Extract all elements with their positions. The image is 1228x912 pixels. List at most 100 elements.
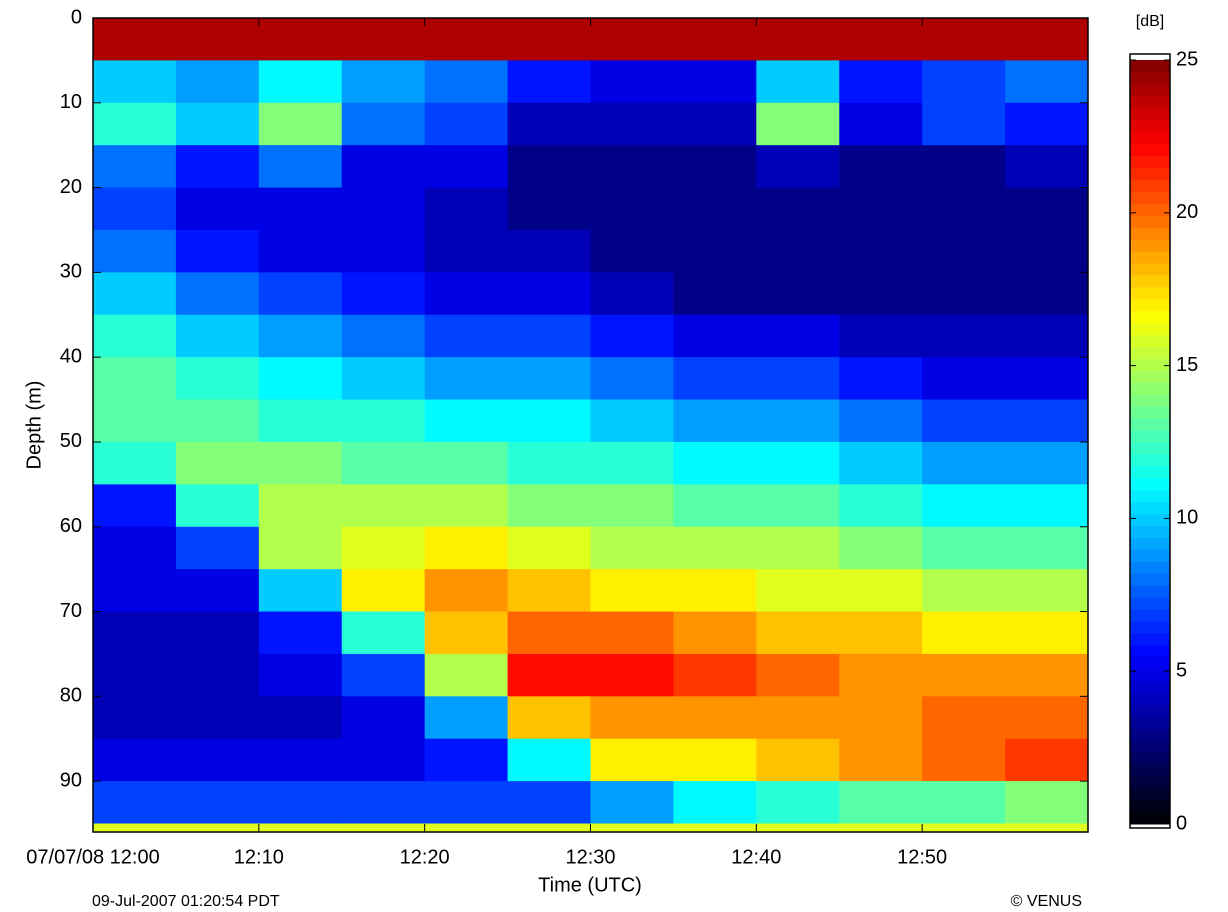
heatmap-cell bbox=[259, 442, 342, 485]
chart: Depth (m) Time (UTC) [dB] 09-Jul-2007 01… bbox=[0, 0, 1228, 912]
heatmap-cell bbox=[425, 654, 508, 697]
heatmap-cell bbox=[508, 60, 591, 103]
heatmap-cell bbox=[425, 739, 508, 782]
heatmap-cell bbox=[176, 18, 259, 61]
heatmap-cell bbox=[93, 442, 176, 485]
colorbar-swatch bbox=[1130, 335, 1170, 347]
colorbar-swatch bbox=[1130, 812, 1170, 824]
heatmap-cell bbox=[93, 315, 176, 358]
colorbar-swatch bbox=[1130, 609, 1170, 621]
heatmap-cell bbox=[756, 442, 839, 485]
heatmap-cell bbox=[425, 315, 508, 358]
heatmap-cell bbox=[508, 824, 591, 833]
colorbar-swatch bbox=[1130, 538, 1170, 550]
heatmap-cell bbox=[673, 612, 756, 655]
heatmap-cell bbox=[1005, 527, 1088, 570]
heatmap-cell bbox=[176, 781, 259, 824]
heatmap-cell bbox=[259, 272, 342, 315]
heatmap-cell bbox=[673, 272, 756, 315]
heatmap-cell bbox=[176, 824, 259, 833]
x-tick-label: 12:20 bbox=[400, 846, 450, 868]
heatmap-cell bbox=[839, 357, 922, 400]
heatmap-cell bbox=[259, 739, 342, 782]
colorbar bbox=[1130, 54, 1170, 825]
heatmap-cell bbox=[508, 484, 591, 527]
colorbar-swatch bbox=[1130, 60, 1170, 72]
heatmap-cell bbox=[591, 442, 674, 485]
colorbar-tick-label: 5 bbox=[1176, 659, 1187, 681]
colorbar-swatch bbox=[1130, 132, 1170, 144]
y-tick-label: 70 bbox=[60, 600, 82, 622]
colorbar-swatch bbox=[1130, 287, 1170, 299]
heatmap-cell bbox=[1005, 188, 1088, 231]
heatmap-cell bbox=[425, 569, 508, 612]
colorbar-swatch bbox=[1130, 490, 1170, 502]
heatmap-cell bbox=[922, 18, 1005, 61]
heatmap-cell bbox=[756, 188, 839, 231]
heatmap-cell bbox=[922, 781, 1005, 824]
heatmap-cell bbox=[176, 739, 259, 782]
heatmap-cell bbox=[756, 654, 839, 697]
heatmap-cell bbox=[342, 188, 425, 231]
heatmap-cell bbox=[93, 484, 176, 527]
heatmap-cell bbox=[839, 145, 922, 188]
heatmap-cell bbox=[259, 60, 342, 103]
y-tick-label: 0 bbox=[71, 6, 82, 28]
colorbar-cap bbox=[1130, 54, 1170, 60]
heatmap-cell bbox=[1005, 781, 1088, 824]
colorbar-swatch bbox=[1130, 621, 1170, 633]
heatmap-cell bbox=[673, 781, 756, 824]
heatmap-cell bbox=[673, 60, 756, 103]
colorbar-swatch bbox=[1130, 251, 1170, 263]
heatmap-cell bbox=[673, 103, 756, 146]
heatmap-cell bbox=[1005, 484, 1088, 527]
heatmap-cell bbox=[756, 739, 839, 782]
heatmap-cell bbox=[839, 484, 922, 527]
heatmap-cell bbox=[508, 103, 591, 146]
heatmap-cell bbox=[591, 739, 674, 782]
heatmap-cell bbox=[508, 696, 591, 739]
heatmap-cell bbox=[176, 145, 259, 188]
heatmap-cell bbox=[425, 612, 508, 655]
heatmap-cell bbox=[259, 781, 342, 824]
y-tick-label: 30 bbox=[60, 261, 82, 283]
x-tick-label: 12:30 bbox=[565, 846, 615, 868]
y-axis-label: Depth (m) bbox=[23, 381, 45, 470]
colorbar-tick-label: 20 bbox=[1176, 201, 1198, 223]
x-tick-label: 12:10 bbox=[234, 846, 284, 868]
heatmap-cell bbox=[93, 612, 176, 655]
colorbar-tick-label: 0 bbox=[1176, 812, 1187, 834]
colorbar-swatch bbox=[1130, 179, 1170, 191]
heatmap-cell bbox=[839, 612, 922, 655]
heatmap-cell bbox=[756, 272, 839, 315]
heatmap-cell bbox=[259, 824, 342, 833]
heatmap-cell bbox=[342, 400, 425, 443]
heatmap-cell bbox=[342, 527, 425, 570]
colorbar-swatch bbox=[1130, 215, 1170, 227]
heatmap-cell bbox=[1005, 442, 1088, 485]
heatmap-cell bbox=[591, 654, 674, 697]
heatmap-cell bbox=[1005, 696, 1088, 739]
heatmap-cell bbox=[756, 315, 839, 358]
heatmap-cell bbox=[342, 739, 425, 782]
heatmap-cell bbox=[176, 272, 259, 315]
heatmap-cell bbox=[176, 400, 259, 443]
colorbar-swatch bbox=[1130, 573, 1170, 585]
heatmap-cell bbox=[839, 781, 922, 824]
heatmap-cell bbox=[508, 400, 591, 443]
heatmap-cell bbox=[839, 18, 922, 61]
heatmap-cell bbox=[176, 315, 259, 358]
heatmap-cell bbox=[591, 569, 674, 612]
heatmap-cell bbox=[342, 781, 425, 824]
heatmap-cell bbox=[756, 569, 839, 612]
heatmap-cell bbox=[259, 569, 342, 612]
colorbar-swatch bbox=[1130, 693, 1170, 705]
colorbar-swatch bbox=[1130, 430, 1170, 442]
colorbar-swatch bbox=[1130, 454, 1170, 466]
heatmap-cell bbox=[673, 484, 756, 527]
heatmap-cell bbox=[342, 612, 425, 655]
heatmap-cell bbox=[591, 824, 674, 833]
heatmap-cell bbox=[591, 103, 674, 146]
colorbar-swatch bbox=[1130, 526, 1170, 538]
heatmap-cell bbox=[508, 145, 591, 188]
